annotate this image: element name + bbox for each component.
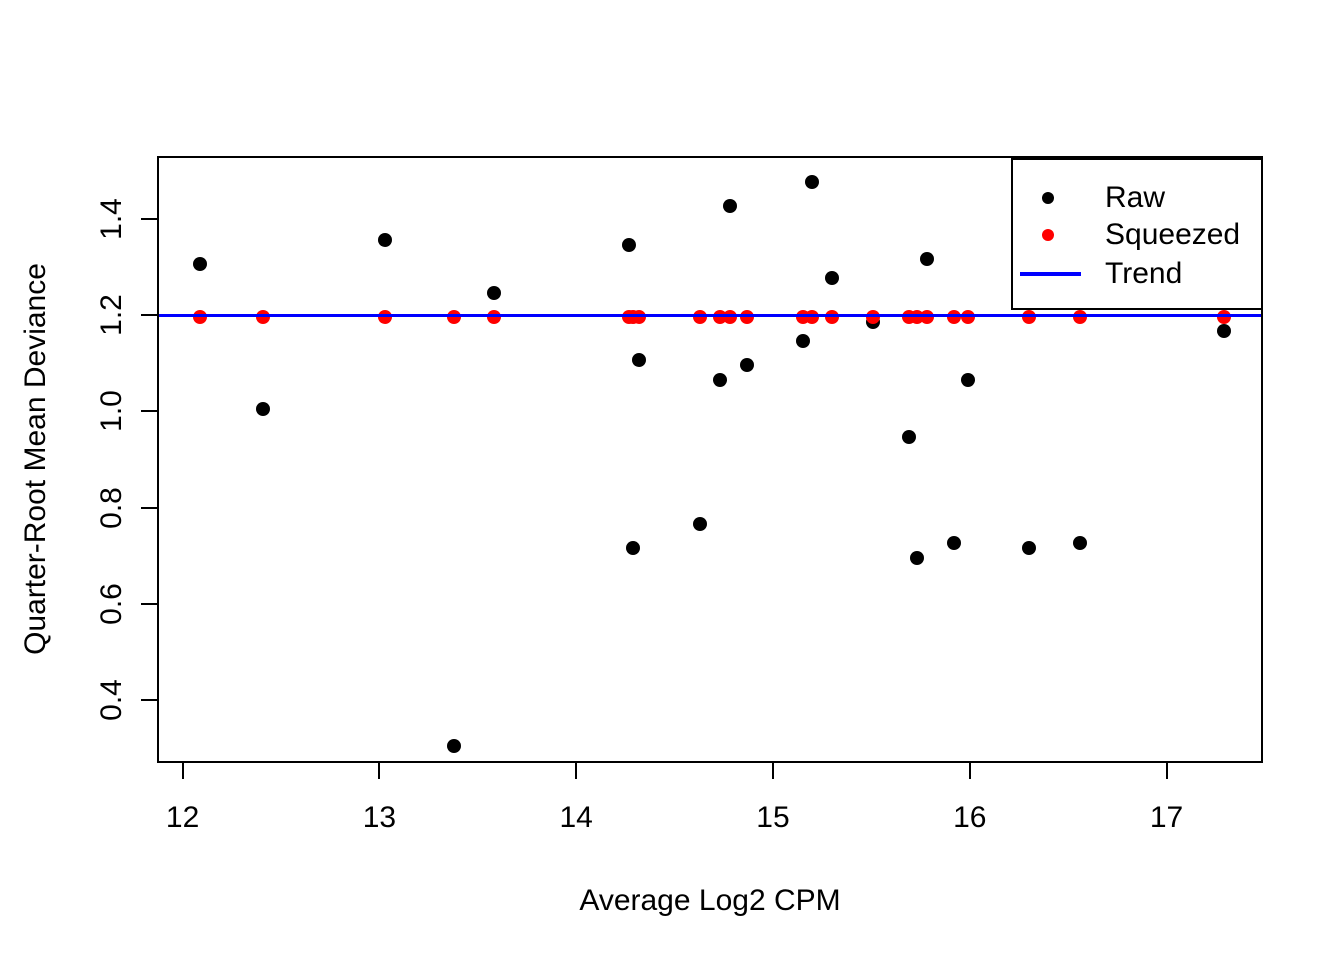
x-axis-tick	[1165, 763, 1168, 779]
raw-data-point	[486, 285, 501, 300]
x-axis-tick	[181, 763, 184, 779]
legend-label-raw: Raw	[1105, 181, 1166, 214]
x-axis-tick	[771, 763, 774, 779]
y-axis-tick	[141, 506, 157, 509]
y-axis-tick-label: 0.6	[95, 583, 128, 625]
y-axis-tick	[141, 313, 157, 316]
x-axis-tick-label: 16	[953, 801, 987, 834]
y-axis-tick	[141, 603, 157, 606]
raw-data-point	[909, 550, 924, 565]
raw-points-layer	[159, 158, 1261, 761]
y-axis-tick	[141, 699, 157, 702]
raw-data-point	[901, 430, 916, 445]
x-axis-tick-label: 15	[756, 801, 790, 834]
raw-data-point	[960, 372, 975, 387]
raw-data-point	[722, 199, 737, 214]
trend-line	[159, 314, 1261, 318]
raw-data-point	[740, 358, 755, 373]
x-axis-tick	[968, 763, 971, 779]
raw-data-point	[626, 541, 641, 556]
raw-data-point	[919, 252, 934, 267]
raw-data-point	[825, 271, 840, 286]
x-axis-tick	[575, 763, 578, 779]
y-axis-tick-label: 0.4	[95, 679, 128, 722]
raw-data-point	[1216, 324, 1231, 339]
y-axis-title: Quarter-Root Mean Deviance	[19, 263, 52, 655]
raw-data-point	[622, 237, 637, 252]
raw-data-point	[378, 232, 393, 247]
raw-data-point	[193, 256, 208, 271]
legend-label-trend: Trend	[1105, 257, 1183, 290]
x-axis-tick-label: 14	[559, 801, 593, 834]
y-axis-tick-label: 1.0	[95, 390, 128, 433]
raw-data-point	[1021, 541, 1036, 556]
y-axis-tick	[141, 410, 157, 413]
x-axis-tick-label: 13	[362, 801, 397, 834]
x-axis-title: Average Log2 CPM	[579, 884, 841, 917]
squeezed-point-icon	[1042, 229, 1054, 241]
raw-data-point	[805, 175, 820, 190]
raw-data-point	[1073, 536, 1087, 551]
y-axis-tick-label: 0.8	[95, 486, 128, 529]
raw-data-point	[447, 738, 462, 753]
x-axis-tick-label: 17	[1149, 801, 1184, 834]
raw-point-icon	[1042, 192, 1054, 204]
raw-data-point	[693, 517, 708, 532]
x-axis-tick	[378, 763, 381, 779]
legend-box: Raw Squeezed Trend	[1011, 158, 1263, 310]
raw-data-point	[712, 372, 727, 387]
x-axis-tick-label: 12	[165, 801, 200, 834]
y-axis-tick	[141, 217, 157, 220]
raw-data-point	[795, 334, 810, 349]
y-axis-tick-label: 1.4	[95, 197, 128, 240]
raw-data-point	[256, 401, 271, 416]
raw-data-point	[632, 353, 647, 368]
raw-data-point	[947, 536, 962, 551]
trend-line-icon	[1020, 272, 1081, 276]
legend-label-squeezed: Squeezed	[1105, 218, 1241, 251]
y-axis-tick-label: 1.2	[95, 294, 128, 336]
